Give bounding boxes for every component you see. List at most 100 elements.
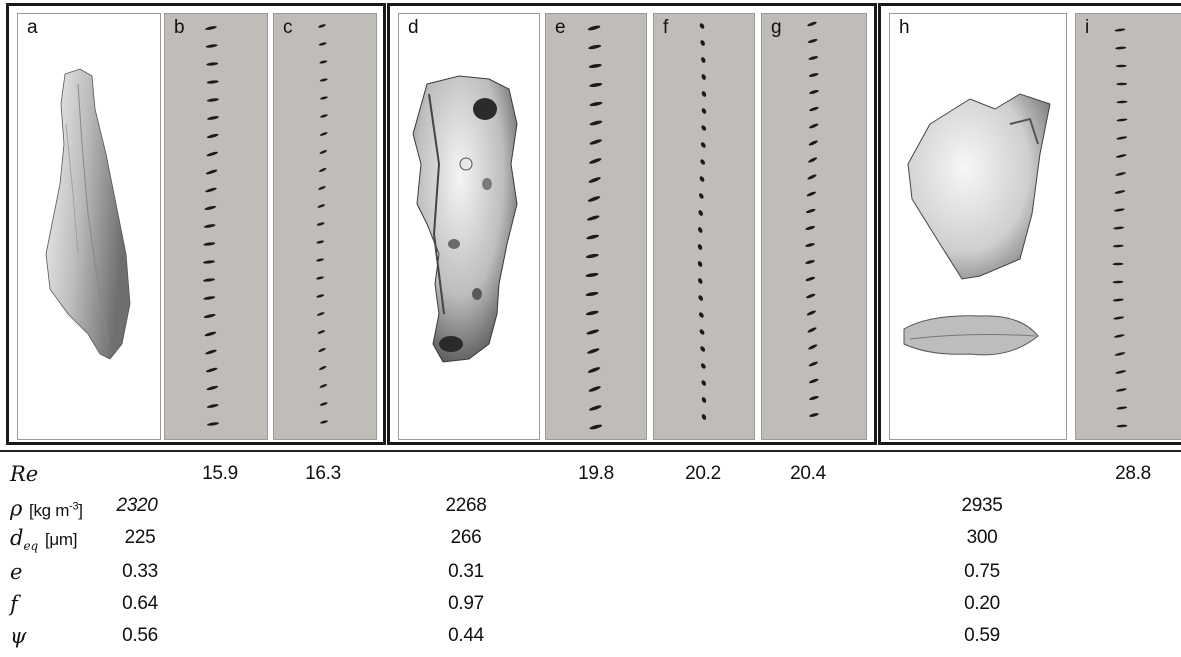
trajectory-mark — [589, 424, 603, 430]
trajectory-mark — [1114, 352, 1126, 356]
trajectory-mark — [805, 208, 816, 214]
e-symbol: e — [10, 560, 23, 584]
trajectory-mark — [1112, 262, 1124, 266]
trajectory-mark — [807, 174, 817, 180]
panel-b: b — [164, 13, 268, 440]
re-symbol: Re — [10, 462, 39, 486]
rho-group-1: 2320 — [116, 495, 158, 516]
panel-b-label: b — [174, 17, 185, 38]
trajectory-mark — [320, 114, 328, 118]
trajectory-mark — [587, 215, 600, 221]
trajectory-mark — [589, 120, 603, 126]
trajectory-mark — [809, 413, 819, 417]
psi-group-1: 0.56 — [122, 625, 158, 646]
trajectory-mark — [204, 331, 217, 337]
panel-e: e — [545, 13, 647, 440]
trajectory-mark — [588, 44, 602, 50]
trajectory-mark — [809, 378, 819, 384]
deq-group-2: 266 — [450, 527, 482, 548]
trajectory-c — [316, 24, 328, 424]
trajectory-mark — [203, 224, 216, 228]
trajectory-mark — [206, 151, 219, 157]
trajectory-mark — [805, 276, 816, 282]
rho-group-2: 2268 — [445, 495, 487, 516]
trajectory-mark — [1116, 424, 1128, 428]
trajectory-mark — [1116, 100, 1128, 104]
particle-d-render — [412, 75, 518, 363]
f-group-2: 0.97 — [448, 593, 484, 614]
trajectory-mark — [807, 21, 817, 27]
panel-c-label: c — [283, 17, 293, 38]
trajectory-mark — [319, 132, 328, 136]
row-re: Re 15.9 16.3 19.8 20.2 20.4 28.8 — [0, 462, 1181, 492]
trajectory-mark — [1114, 28, 1126, 32]
trajectory-mark — [698, 210, 703, 216]
panel-g-label: g — [771, 17, 782, 38]
re-e: 19.8 — [578, 463, 614, 484]
trajectory-mark — [316, 258, 324, 262]
trajectory-mark — [320, 420, 328, 424]
row-e: e 0.33 0.31 0.75 — [0, 560, 1181, 590]
trajectory-mark — [808, 140, 818, 146]
trajectory-mark — [316, 240, 325, 244]
trajectory-mark — [205, 187, 217, 193]
f-group-3: 0.20 — [964, 593, 1000, 614]
trajectory-mark — [698, 312, 704, 318]
trajectory-mark — [206, 133, 219, 139]
trajectory-mark — [205, 169, 218, 175]
row-rho: ρ [kg m-3] 2320 2268 2935 — [0, 494, 1181, 524]
trajectory-mark — [701, 125, 707, 131]
f-symbol: f — [10, 592, 18, 616]
trajectory-mark — [203, 242, 216, 246]
trajectory-mark — [808, 56, 819, 60]
trajectory-mark — [701, 108, 707, 114]
trajectory-mark — [701, 74, 706, 80]
trajectory-mark — [701, 397, 707, 403]
trajectory-mark — [1115, 370, 1127, 374]
trajectory-mark — [203, 296, 216, 300]
trajectory-mark — [203, 314, 216, 318]
trajectory-mark — [1115, 64, 1127, 68]
trajectory-mark — [700, 346, 706, 352]
row-psi: ψ 0.56 0.44 0.59 — [0, 624, 1181, 654]
trajectory-mark — [318, 348, 326, 352]
f-group-1: 0.64 — [122, 593, 158, 614]
trajectory-mark — [809, 106, 819, 112]
trajectory-mark — [206, 80, 219, 84]
trajectory-mark — [319, 60, 328, 64]
trajectory-b — [203, 26, 219, 426]
trajectory-mark — [699, 176, 705, 182]
trajectory-mark — [318, 168, 327, 172]
group-3-frame: h i — [878, 3, 1181, 445]
psi-group-3: 0.59 — [964, 625, 1000, 646]
trajectory-mark — [805, 260, 815, 264]
trajectory-mark — [1113, 334, 1125, 338]
re-b: 15.9 — [202, 463, 238, 484]
trajectory-mark — [317, 330, 326, 334]
trajectory-mark — [207, 422, 219, 426]
trajectory-mark — [1115, 388, 1127, 392]
trajectory-mark — [701, 91, 707, 97]
trajectory-mark — [1116, 82, 1128, 86]
trajectory-mark — [585, 310, 599, 316]
panel-i-label: i — [1085, 17, 1090, 38]
trajectory-mark — [585, 272, 599, 278]
trajectory-mark — [588, 63, 602, 69]
trajectory-mark — [589, 82, 603, 88]
trajectory-mark — [206, 62, 219, 66]
trajectory-mark — [320, 96, 328, 100]
trajectory-mark — [585, 253, 599, 259]
row-f: f 0.64 0.97 0.20 — [0, 592, 1181, 622]
trajectory-mark — [203, 278, 215, 282]
trajectory-mark — [319, 150, 327, 154]
trajectory-mark — [319, 366, 327, 370]
trajectory-mark — [701, 380, 707, 386]
particle-h-render — [903, 93, 1051, 356]
panel-d: d — [398, 13, 540, 440]
trajectory-mark — [589, 139, 602, 145]
trajectory-mark — [698, 295, 704, 301]
trajectory-mark — [319, 402, 328, 406]
rho-symbol: ρ [kg m-3] — [10, 496, 83, 521]
trajectory-mark — [586, 329, 600, 335]
trajectory-mark — [205, 349, 217, 355]
